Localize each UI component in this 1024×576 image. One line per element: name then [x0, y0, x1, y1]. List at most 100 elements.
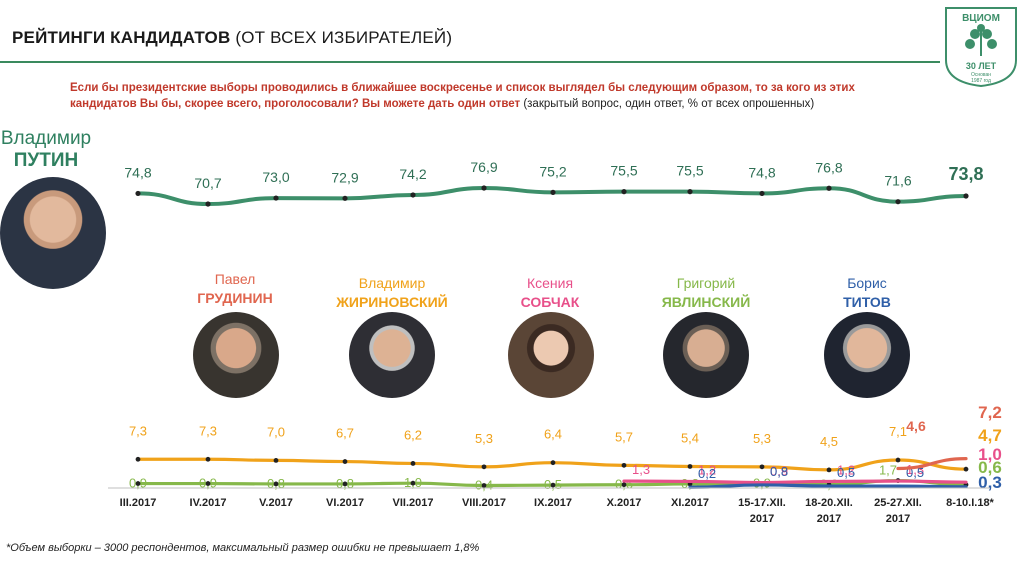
putin-value-label: 73,0 — [262, 169, 289, 185]
sobchak-photo — [508, 312, 594, 398]
putin-value-label: 76,8 — [815, 159, 842, 175]
series-value-label: 0,8 — [770, 464, 788, 479]
series-value-label: 7,0 — [267, 424, 285, 439]
series-value-label: 1,3 — [632, 462, 650, 477]
series-point — [550, 482, 556, 488]
series-value-label: 0,8 — [267, 476, 285, 491]
putin-value-label: 75,5 — [610, 163, 637, 179]
putin-value-label: 71,6 — [884, 173, 911, 189]
series-value-label: 0,9 — [770, 464, 788, 479]
x-tick-label: VII.2017 — [393, 497, 434, 509]
series-point — [135, 456, 141, 462]
series-value-label: 7,3 — [129, 423, 147, 438]
putin-point — [342, 195, 348, 201]
putin-point — [759, 190, 765, 197]
series-value-label: 1,7 — [879, 463, 897, 478]
question-note: (закрытый вопрос, один ответ, % от всех … — [520, 98, 815, 110]
candidate-last-name: ГРУДИНИН — [197, 290, 273, 306]
candidate-first-name: Павел — [214, 271, 256, 287]
putin-value-label: 73,8 — [948, 164, 983, 184]
x-tick-label: IV.2017 — [190, 497, 227, 509]
series-line-3 — [688, 483, 968, 489]
series-value-label: 1,0 — [978, 445, 1002, 464]
series-line-2 — [622, 479, 968, 485]
logo-years: 30 ЛЕТ — [966, 61, 997, 71]
series-point — [205, 456, 211, 462]
title-subtitle: (ОТ ВСЕХ ИЗБИРАТЕЛЕЙ) — [235, 28, 453, 47]
yavlinsky-photo — [663, 312, 749, 398]
logo-founded: Основан — [971, 72, 991, 78]
grudinin-photo — [193, 312, 279, 398]
page-title: РЕЙТИНГИ КАНДИДАТОВ (ОТ ВСЕХ ИЗБИРАТЕЛЕЙ… — [12, 28, 452, 48]
candidate-last-name: ТИТОВ — [843, 294, 891, 310]
putin-point — [621, 189, 627, 195]
putin-photo — [0, 177, 106, 289]
series-point — [550, 460, 556, 466]
series-value-label: 0,6 — [615, 477, 633, 492]
candidate-last-name: СОБЧАК — [520, 294, 580, 310]
series-point — [481, 464, 487, 470]
series-point — [273, 481, 279, 487]
x-tick-label: X.2017 — [607, 497, 642, 509]
series-value-label: 0,2 — [698, 466, 716, 481]
x-tick-label: 2017 — [886, 513, 910, 525]
series-value-label: 0,6 — [978, 458, 1002, 477]
candidate-name-grudinin: Павел ГРУДИНИН — [180, 270, 290, 308]
logo-name: ВЦИОМ — [962, 13, 1000, 24]
vciom-logo: ВЦИОМ 30 ЛЕТ Основан 1987 год — [945, 7, 1017, 88]
putin-value-label: 75,5 — [676, 163, 703, 179]
series-value-label: 7,1 — [889, 424, 907, 439]
x-tick-label: V.2017 — [259, 497, 293, 509]
series-point — [621, 462, 627, 468]
x-tick-label: 18-20.XII. — [805, 497, 853, 509]
question-line-1: Если бы президентские выборы проводились… — [70, 82, 855, 94]
putin-value-label: 74,8 — [748, 164, 775, 180]
series-value-label: 0,8 — [336, 476, 354, 491]
x-tick-label: 15-17.XII. — [738, 497, 786, 509]
logo-tree-icon — [965, 24, 997, 56]
series-point — [205, 481, 211, 486]
putin-value-label: 74,8 — [124, 164, 151, 180]
series-value-label: 0,4 — [475, 477, 493, 492]
putin-point — [963, 193, 969, 199]
candidate-first-name: Борис — [847, 275, 887, 291]
series-point — [273, 458, 279, 463]
candidate-name-zhirinovsky: Владимир ЖИРИНОВСКИЙ — [318, 274, 466, 312]
series-value-label: 7,2 — [978, 403, 1002, 422]
candidate-name-sobchak: Ксения СОБЧАК — [495, 274, 605, 312]
series-point — [687, 464, 693, 469]
candidate-last-name: ЯВЛИНСКИЙ — [661, 294, 751, 310]
series-point — [895, 457, 901, 463]
series-value-label: 5,3 — [475, 431, 493, 446]
series-point — [481, 483, 487, 488]
putin-value-label: 74,2 — [399, 166, 426, 182]
x-tick-label: 25-27.XII. — [874, 497, 922, 509]
x-tick-label: 2017 — [750, 513, 774, 525]
series-value-label: 1,0 — [404, 475, 422, 490]
putin-point — [273, 195, 279, 201]
putin-point — [687, 189, 693, 195]
x-tick-label: XI.2017 — [671, 497, 709, 509]
series-point — [410, 461, 416, 466]
series-value-label: 6,7 — [336, 426, 354, 441]
series-value-label: 0,9 — [129, 476, 147, 491]
series-value-label: 4,5 — [820, 434, 838, 449]
series-value-label: 4,6 — [906, 418, 926, 434]
series-value-label: 6,2 — [404, 427, 422, 442]
series-value-label: 1,2 — [837, 462, 855, 477]
x-tick-label: 2017 — [817, 513, 841, 525]
logo-year: 1987 год — [971, 78, 991, 84]
putin-point — [895, 199, 901, 205]
survey-question: Если бы президентские выборы проводились… — [70, 80, 860, 112]
x-tick-label: IX.2017 — [534, 497, 572, 509]
series-point — [621, 482, 627, 488]
candidate-first-name: Григорий — [676, 275, 736, 291]
titov-photo — [824, 312, 910, 398]
series-point — [135, 481, 141, 486]
series-point — [826, 467, 832, 473]
series-value-label: 0,6 — [820, 477, 838, 492]
candidate-name-yavlinsky: Григорий ЯВЛИНСКИЙ — [644, 274, 768, 312]
series-point — [963, 466, 969, 472]
putin-point — [205, 201, 211, 207]
